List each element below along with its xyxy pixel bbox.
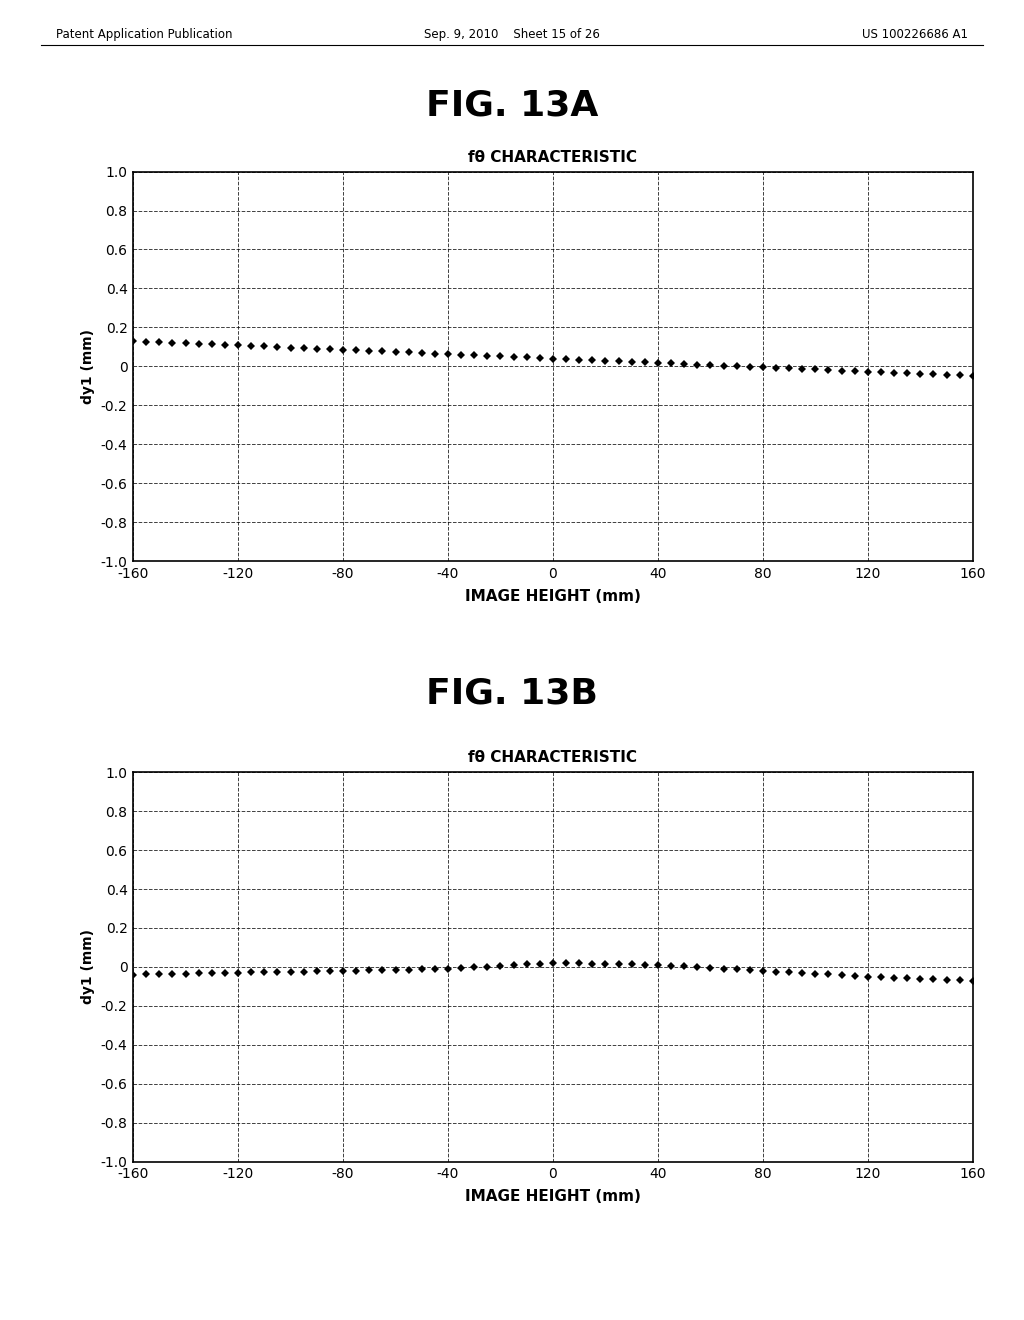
X-axis label: IMAGE HEIGHT (mm): IMAGE HEIGHT (mm) <box>465 589 641 603</box>
Y-axis label: dy1 (mm): dy1 (mm) <box>81 929 95 1005</box>
Text: FIG. 13A: FIG. 13A <box>426 88 598 123</box>
Text: FIG. 13B: FIG. 13B <box>426 676 598 710</box>
Y-axis label: dy1 (mm): dy1 (mm) <box>81 329 95 404</box>
Title: fθ CHARACTERISTIC: fθ CHARACTERISTIC <box>468 751 638 766</box>
Title: fθ CHARACTERISTIC: fθ CHARACTERISTIC <box>468 150 638 165</box>
X-axis label: IMAGE HEIGHT (mm): IMAGE HEIGHT (mm) <box>465 1189 641 1204</box>
Text: Patent Application Publication: Patent Application Publication <box>56 28 232 41</box>
Text: Sep. 9, 2010    Sheet 15 of 26: Sep. 9, 2010 Sheet 15 of 26 <box>424 28 600 41</box>
Text: US 100226686 A1: US 100226686 A1 <box>861 28 968 41</box>
